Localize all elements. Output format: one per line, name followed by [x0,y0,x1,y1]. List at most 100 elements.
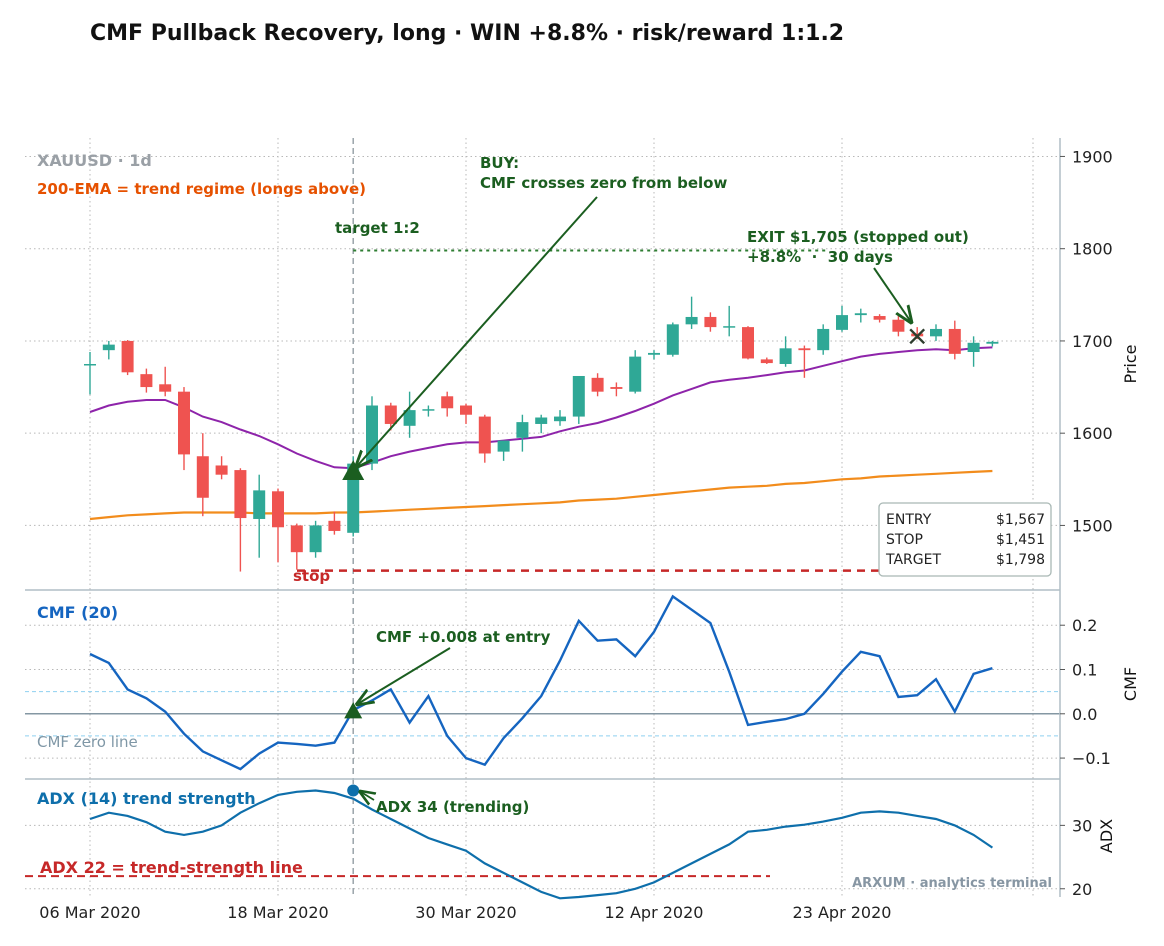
x-tick-label: 30 Mar 2020 [415,903,516,922]
series [89,346,994,900]
candle-body [836,315,848,330]
watermark: ARXUM · analytics terminal [852,876,1052,891]
adx-axis-label: ADX [1097,819,1116,853]
candle-body [666,324,679,355]
cmf-tick-label: −0.1 [1072,749,1111,768]
candle-body [178,391,190,455]
info-entry-value: $1,567 [996,512,1045,528]
candle-body [760,359,773,364]
candle-body [629,356,642,392]
stop-label: stop [293,567,330,585]
cmf-entry-marker [344,702,363,719]
info-box-frame [878,502,1052,577]
price-tick-label: 1700 [1072,332,1113,351]
candle-body [366,405,378,464]
x-tick-label: 12 Apr 2020 [605,903,704,922]
exit-label-line2: +8.8% · 30 days [747,248,893,266]
symbol-label: XAUUSD · 1d [37,151,152,170]
candle-body [554,416,566,422]
adx-tick-label: 30 [1072,816,1092,835]
candle-body [460,405,472,415]
cmf-annotation-arrow [357,647,451,704]
candle-body [572,375,585,417]
cmf-tick-label: 0.0 [1072,705,1097,724]
info-target-key: TARGET [885,552,941,568]
candle-body [159,384,172,392]
candle-body [610,387,623,389]
candle-body [817,328,830,351]
cmf-zero-line-label: CMF zero line [37,733,138,751]
candle-body [648,352,660,355]
adx-annotation-arrow [360,792,374,800]
price-tick-label: 1500 [1072,516,1113,535]
candle-body [403,410,416,426]
candle-body [309,525,322,553]
candle-body [384,405,397,424]
cmf-tick-label: 0.2 [1072,616,1097,635]
exit-label-line1: EXIT $1,705 (stopped out) [747,228,969,246]
info-entry-key: ENTRY [886,512,932,528]
candle-body [253,490,266,519]
adx-tick-label: 20 [1072,880,1092,899]
candle-body [215,465,228,475]
exit-annotation-arrow [873,267,911,322]
buy-label-line1: BUY: [480,154,519,172]
candle-body [723,326,736,328]
info-target-value: $1,798 [996,552,1045,568]
cmf-tick-label: 0.1 [1072,661,1097,680]
adx-panel-label: ADX (14) trend strength [37,789,256,808]
candle-body [441,396,454,409]
chart-title: CMF Pullback Recovery, long · WIN +8.8% … [90,21,844,46]
cmf-entry-label: CMF +0.008 at entry [376,628,551,646]
candle-body [516,422,529,438]
candle-body [892,319,905,332]
candle-body [290,525,303,553]
price-tick-label: 1900 [1072,147,1113,166]
adx-entry-label: ADX 34 (trending) [376,798,529,816]
cmf-panel-label: CMF (20) [37,603,118,622]
buy-annotation-arrow [356,196,598,467]
annotations [342,196,926,800]
ema-200-line [89,469,993,521]
info-box: ENTRY $1,567 STOP $1,451 TARGET $1,798 [878,502,1052,577]
adx-entry-marker [347,784,360,797]
candle-body [121,340,134,373]
cmf-axis-label: CMF [1121,667,1140,701]
adx-line [89,789,994,900]
candle-body [328,520,341,531]
candle-body [986,341,999,344]
candle-body [196,456,209,498]
buy-label-line2: CMF crosses zero from below [480,174,727,192]
candle-body [102,344,115,351]
candle-body [234,470,247,519]
x-tick-label: 06 Mar 2020 [39,903,140,922]
candle-body [272,491,284,528]
candle-body [930,328,942,337]
target-label: target 1:2 [335,219,420,237]
candle-body [140,374,153,388]
candle-body [535,417,548,424]
price-axis-label: Price [1121,344,1140,383]
candle-body [798,348,811,351]
candle-body [347,463,360,533]
reference-lines [25,138,1060,897]
candle-body [497,440,510,452]
candle-body [685,316,698,325]
candle-body [967,342,980,353]
candle-body [742,327,754,359]
info-stop-key: STOP [886,532,923,548]
info-stop-value: $1,451 [996,532,1045,548]
price-tick-label: 1600 [1072,424,1113,443]
adx-threshold-label: ADX 22 = trend-strength line [40,858,303,877]
candle-body [422,409,435,411]
x-tick-label: 18 Mar 2020 [227,903,328,922]
axes: 1500 1600 1700 1800 1900 −0.1 0.0 0.1 0.2 20 30 06 … [25,138,1113,922]
candle-body [704,316,717,328]
candle-body [779,348,792,364]
exit-marker [909,328,926,345]
candle-body [591,377,604,392]
candle-body [854,313,867,316]
candle-body [478,416,491,454]
candle-body [873,316,886,320]
